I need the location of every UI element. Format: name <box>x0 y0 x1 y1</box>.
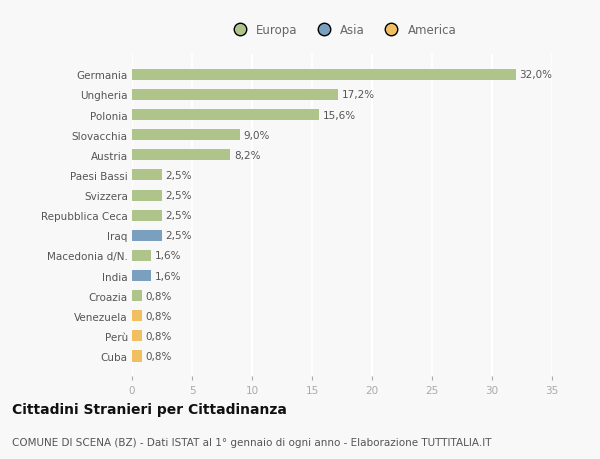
Text: 32,0%: 32,0% <box>520 70 553 80</box>
Text: 1,6%: 1,6% <box>155 271 181 281</box>
Bar <box>132 330 142 341</box>
Text: COMUNE DI SCENA (BZ) - Dati ISTAT al 1° gennaio di ogni anno - Elaborazione TUTT: COMUNE DI SCENA (BZ) - Dati ISTAT al 1° … <box>12 437 491 447</box>
Text: 1,6%: 1,6% <box>155 251 181 261</box>
Text: Cittadini Stranieri per Cittadinanza: Cittadini Stranieri per Cittadinanza <box>12 402 287 416</box>
Text: 0,8%: 0,8% <box>145 291 172 301</box>
Bar <box>132 230 162 241</box>
Bar <box>132 70 516 81</box>
Text: 2,5%: 2,5% <box>166 211 192 221</box>
Bar <box>132 190 162 201</box>
Bar <box>132 311 142 322</box>
Text: 0,8%: 0,8% <box>145 311 172 321</box>
Text: 0,8%: 0,8% <box>145 351 172 361</box>
Bar <box>132 110 319 121</box>
Text: 2,5%: 2,5% <box>166 231 192 241</box>
Bar <box>132 150 230 161</box>
Text: 17,2%: 17,2% <box>342 90 375 100</box>
Text: 0,8%: 0,8% <box>145 331 172 341</box>
Text: 15,6%: 15,6% <box>323 110 356 120</box>
Bar <box>132 90 338 101</box>
Bar <box>132 170 162 181</box>
Bar <box>132 270 151 281</box>
Text: 2,5%: 2,5% <box>166 190 192 201</box>
Text: 8,2%: 8,2% <box>234 151 260 161</box>
Text: 2,5%: 2,5% <box>166 171 192 180</box>
Legend: Europa, Asia, America: Europa, Asia, America <box>223 19 461 42</box>
Bar <box>132 210 162 221</box>
Bar <box>132 130 240 141</box>
Bar <box>132 250 151 262</box>
Bar <box>132 351 142 362</box>
Bar <box>132 291 142 302</box>
Text: 9,0%: 9,0% <box>244 130 270 140</box>
